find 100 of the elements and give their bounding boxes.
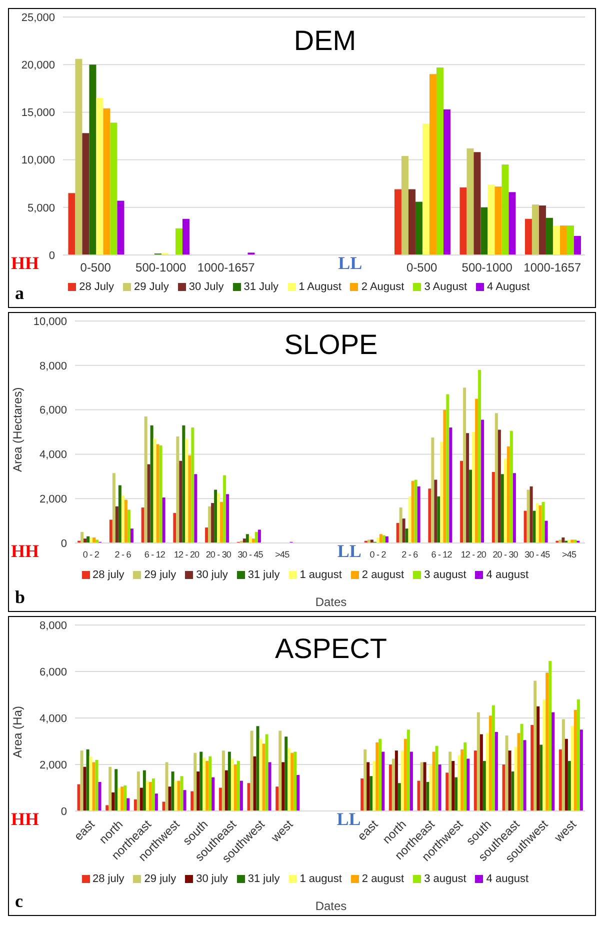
- bar: [466, 758, 470, 811]
- bar: [254, 532, 258, 543]
- text: HH: [11, 809, 40, 830]
- text: a: [15, 283, 24, 304]
- x-tick-label: 30 - 45: [524, 549, 550, 560]
- bar: [284, 736, 288, 811]
- bar: [182, 425, 186, 543]
- bar: [406, 730, 410, 811]
- bar: [168, 786, 172, 811]
- x-tick-label: 500-1000: [462, 260, 513, 275]
- bar: [296, 774, 300, 811]
- y-tick-label: 6,000: [39, 666, 67, 678]
- bar: [570, 726, 574, 811]
- bar: [443, 109, 450, 255]
- bar: [250, 730, 254, 811]
- y-tick-label: 2,000: [39, 759, 67, 772]
- bar: [242, 538, 246, 543]
- bar: [492, 472, 495, 543]
- bar: [546, 218, 553, 255]
- bar: [175, 228, 182, 255]
- bar: [514, 747, 518, 811]
- bar: [458, 755, 461, 811]
- legend-label: 2 August: [361, 281, 404, 293]
- legend-label: 1 august: [300, 569, 342, 581]
- bar: [446, 394, 450, 543]
- bar: [512, 473, 516, 543]
- bar: [420, 762, 424, 811]
- bar: [86, 536, 90, 543]
- bar: [517, 733, 520, 811]
- bar: [536, 503, 539, 543]
- bar: [532, 510, 536, 543]
- bar: [130, 528, 134, 543]
- y-tick-label: 10,000: [21, 154, 55, 167]
- bar: [504, 458, 507, 543]
- bar: [372, 761, 376, 811]
- bar: [399, 507, 402, 543]
- x-tick-label: 0-500: [406, 260, 438, 275]
- bar: [205, 527, 208, 543]
- bar: [475, 398, 478, 543]
- bar: [288, 748, 291, 811]
- bar: [432, 752, 436, 811]
- bar: [112, 792, 115, 811]
- bar: [294, 752, 297, 811]
- chart-title: SLOPE: [283, 329, 379, 361]
- chart-title: ASPECT: [274, 633, 388, 665]
- bar: [460, 749, 464, 811]
- bar: [443, 410, 446, 543]
- bar: [405, 528, 408, 543]
- x-tick-label: 500-1000: [136, 260, 187, 275]
- bar: [460, 460, 464, 543]
- bar: [534, 680, 537, 811]
- bar: [259, 738, 262, 811]
- bar: [208, 756, 212, 811]
- bar: [408, 189, 416, 255]
- bar: [165, 762, 168, 811]
- x-axis-title: Dates: [314, 595, 348, 609]
- bar: [396, 523, 400, 543]
- bar: [84, 538, 87, 543]
- bar: [370, 540, 374, 543]
- legend-label: 4 august: [486, 569, 528, 581]
- bar: [367, 540, 370, 543]
- bar: [211, 503, 214, 543]
- bar: [177, 780, 180, 811]
- bar: [77, 784, 80, 811]
- bar: [568, 761, 571, 811]
- x-tick-label: 6 - 12: [431, 549, 452, 560]
- legend-label: 30 july: [196, 569, 228, 581]
- bar: [278, 730, 282, 811]
- bar: [366, 762, 370, 811]
- bar: [482, 761, 486, 811]
- bar: [562, 537, 565, 543]
- bar: [494, 186, 502, 255]
- legend-label: 30 July: [188, 281, 224, 293]
- bar: [222, 750, 225, 811]
- legend-label: 2 august: [362, 569, 404, 581]
- bar: [124, 785, 127, 811]
- bar: [574, 540, 577, 543]
- bar: [382, 752, 385, 811]
- bar: [382, 535, 386, 543]
- bar: [82, 133, 90, 255]
- bar: [92, 762, 96, 811]
- bar: [562, 719, 565, 811]
- bar: [486, 733, 489, 811]
- bar: [240, 780, 243, 811]
- annotation: LL: [337, 541, 362, 562]
- bar: [452, 761, 455, 811]
- bar: [402, 518, 406, 543]
- bar: [182, 218, 190, 255]
- bar: [398, 783, 401, 811]
- legend-label: 28 july: [92, 873, 124, 885]
- bar: [480, 734, 483, 811]
- x-tick-label: 2 - 6: [402, 549, 418, 560]
- bar: [124, 500, 128, 543]
- legend-label: 4 August: [487, 281, 530, 293]
- bar: [536, 706, 540, 811]
- bar: [510, 430, 513, 543]
- bar: [434, 480, 438, 543]
- bar: [183, 790, 186, 811]
- bar: [268, 762, 272, 811]
- bar: [117, 200, 124, 255]
